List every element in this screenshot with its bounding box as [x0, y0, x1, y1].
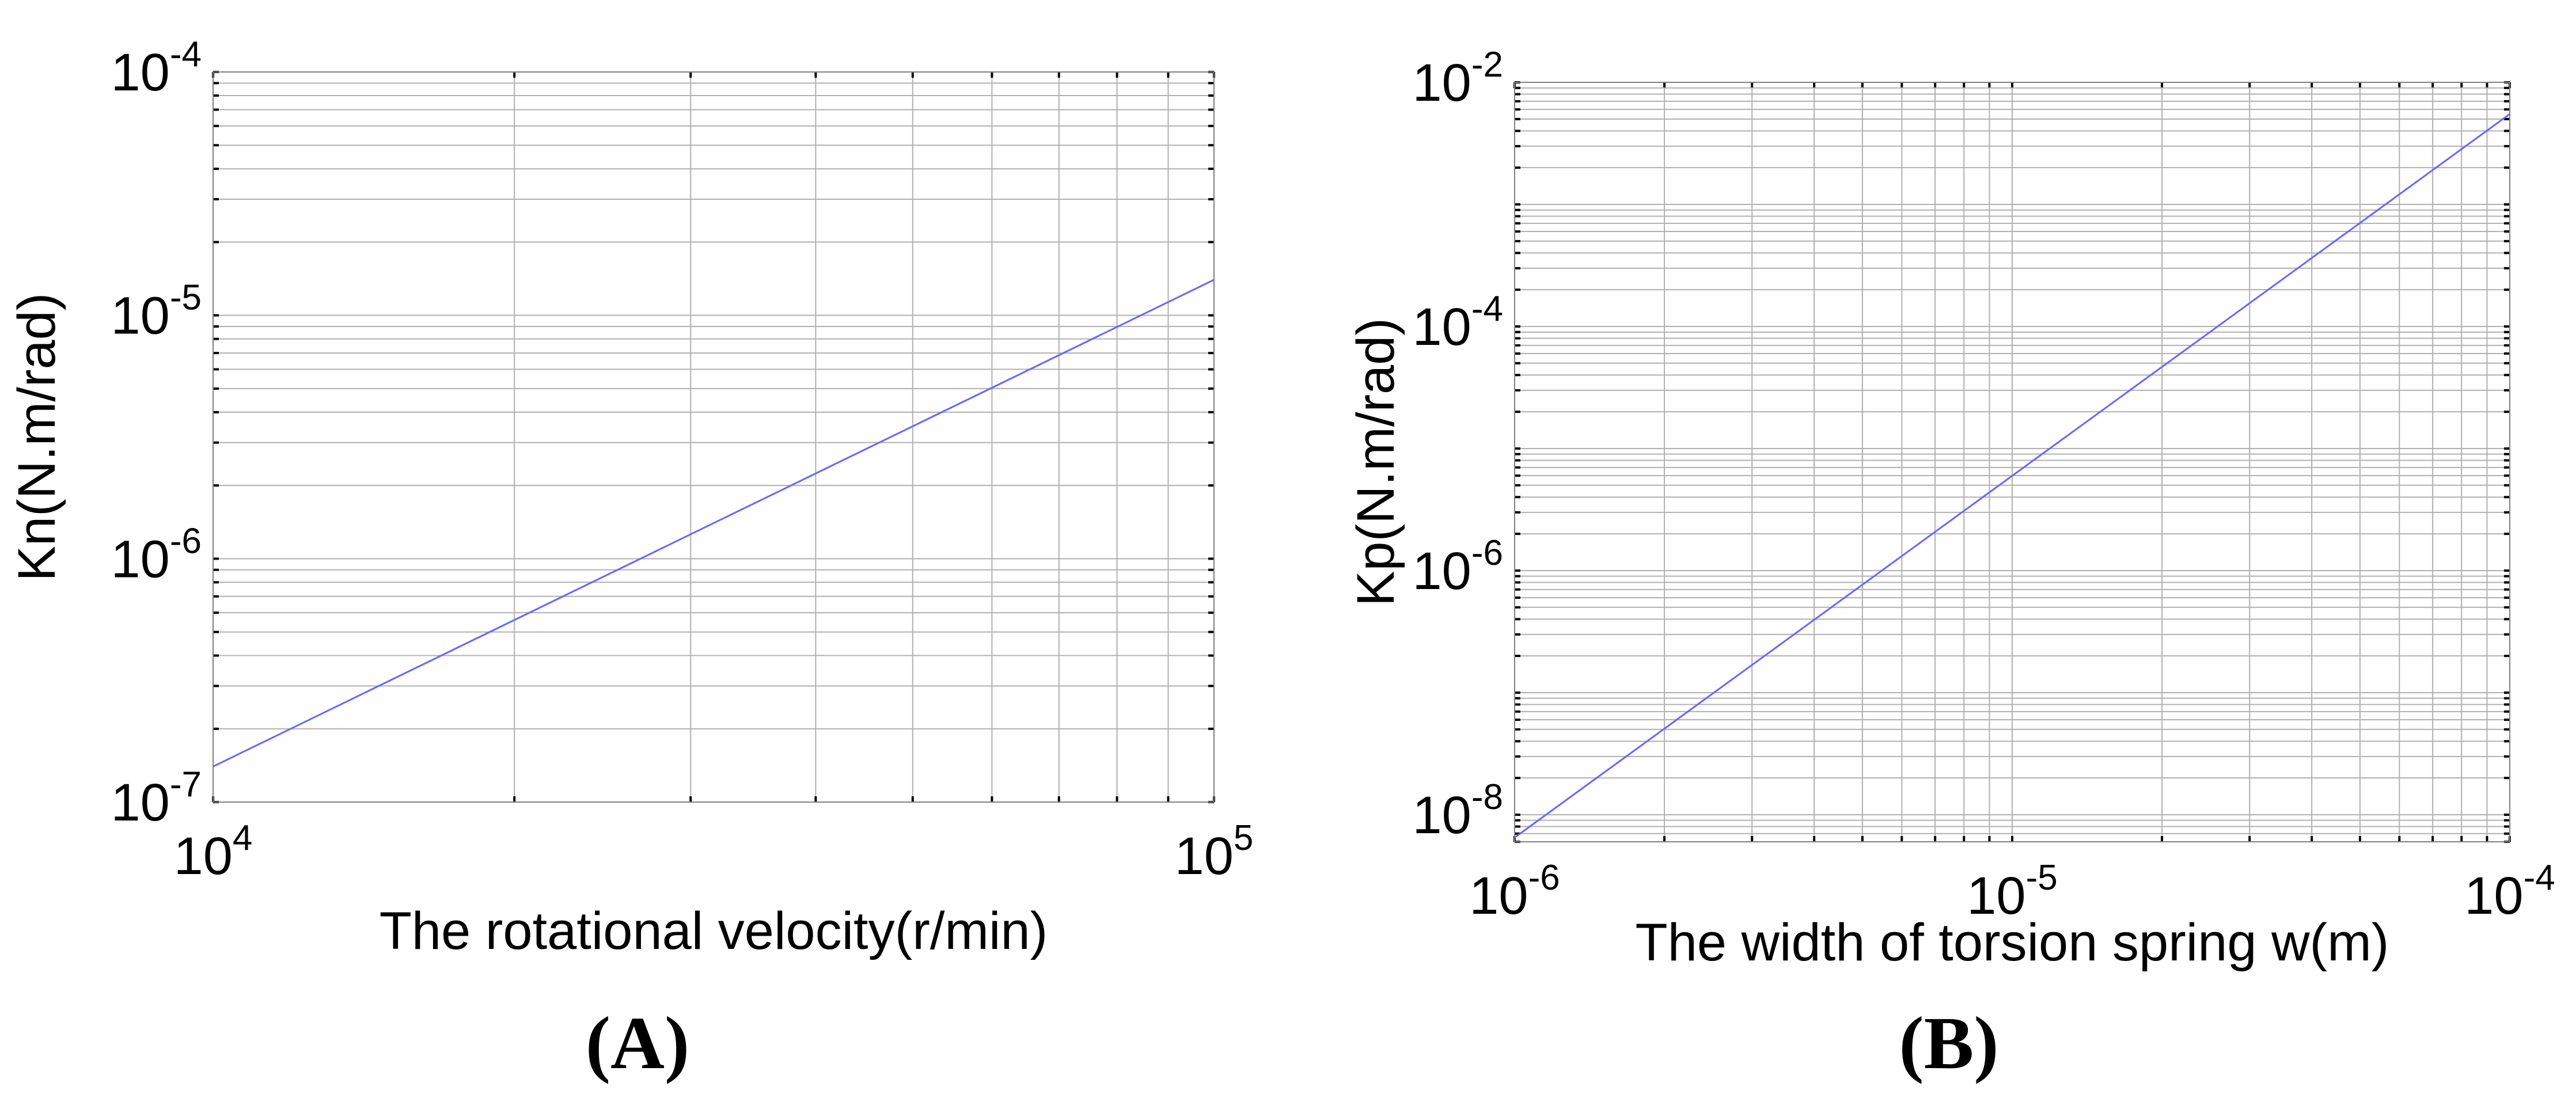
- x-tick-label: 10-5: [1967, 858, 2057, 925]
- y-tick-label: 10-8: [1413, 777, 1503, 845]
- y-axis-label: Kp(N.m/rad): [1346, 318, 1405, 606]
- y-tick-label: 10-7: [111, 765, 202, 832]
- chart-panel-b: 10-6 10-5 10-4 10-8 10-6 10-4 10-2 The width of…: [1346, 45, 2555, 1085]
- series-line: [213, 279, 1215, 768]
- grid: [1513, 81, 2511, 843]
- x-tick-label: 104: [174, 818, 253, 886]
- plot-area: [213, 72, 1214, 802]
- x-tick-label: 105: [1175, 818, 1254, 886]
- y-tick-label: 10-6: [1413, 533, 1503, 601]
- panel-label: (B): [1899, 1002, 1998, 1085]
- panel-label: (A): [586, 1002, 689, 1085]
- y-tick-label: 10-5: [111, 278, 202, 345]
- x-tick-label: 10-4: [2464, 858, 2555, 925]
- y-tick-label: 10-4: [111, 35, 202, 102]
- series-line: [1514, 113, 2510, 838]
- y-tick-label: 10-2: [1413, 45, 1503, 112]
- y-tick-label: 10-4: [1413, 289, 1503, 356]
- y-axis-label: Kn(N.m/rad): [7, 293, 66, 582]
- y-tick-label: 10-6: [111, 521, 202, 588]
- x-axis-label: The rotational velocity(r/min): [380, 902, 1048, 960]
- x-tick-label: 10-6: [1469, 858, 1560, 925]
- axes-frame: [213, 71, 1215, 803]
- axes-frame: [1514, 82, 2510, 842]
- chart-panel-a: 104 105 10-7 10-6 10-5 10-4 The rotational vel…: [7, 35, 1253, 1085]
- x-axis-label: The width of torsion spring w(m): [1636, 913, 2389, 972]
